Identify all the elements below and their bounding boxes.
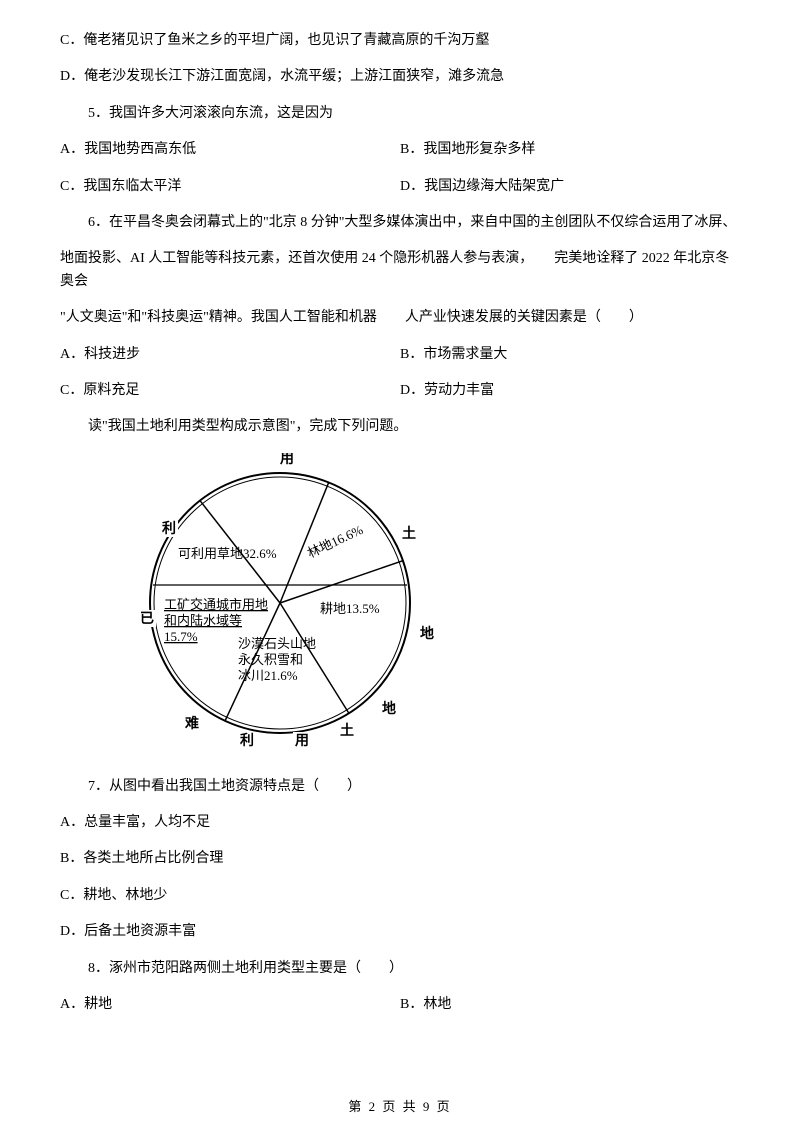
q7-option-b: B．各类土地所占比例合理 <box>60 848 740 870</box>
svg-text:已: 已 <box>140 611 154 627</box>
q6-row-cd: C．原料充足 D．劳动力丰富 <box>60 380 740 402</box>
q6-row-ab: A．科技进步 B．市场需求量大 <box>60 344 740 366</box>
pie-chart: 可利用草地32.6%林地16.6%耕地13.5%工矿交通城市用地和内陆水域等15… <box>130 453 740 758</box>
q5-option-b: B．我国地形复杂多样 <box>400 139 740 161</box>
q8-stem: 8．涿州市范阳路两侧土地利用类型主要是（ ） <box>60 958 740 980</box>
svg-text:地: 地 <box>382 700 396 717</box>
q8-row-ab: A．耕地 B．林地 <box>60 994 740 1016</box>
q6-stem-line3: "人文奥运"和"科技奥运"精神。我国人工智能和机器 人产业快速发展的关键因素是（… <box>60 307 740 329</box>
q8-option-a: A．耕地 <box>60 994 400 1016</box>
svg-text:难: 难 <box>184 715 199 732</box>
q6-stem-line2: 地面投影、AI 人工智能等科技元素，还首次使用 24 个隐形机器人参与表演， 完… <box>60 248 740 293</box>
svg-text:沙漠石头山地: 沙漠石头山地 <box>238 636 316 651</box>
q7-option-c: C．耕地、林地少 <box>60 885 740 907</box>
q6-option-b: B．市场需求量大 <box>400 344 740 366</box>
q7-option-d: D．后备土地资源丰富 <box>60 921 740 943</box>
svg-text:15.7%: 15.7% <box>164 629 198 644</box>
q7-stem: 7．从图中看出我国土地资源特点是（ ） <box>60 776 740 798</box>
chart-lead: 读"我国土地利用类型构成示意图"，完成下列问题。 <box>60 416 740 438</box>
svg-text:冰川21.6%: 冰川21.6% <box>238 668 298 683</box>
svg-text:利: 利 <box>240 732 254 749</box>
q5-option-a: A．我国地势西高东低 <box>60 139 400 161</box>
svg-text:地: 地 <box>420 625 434 642</box>
svg-text:用: 用 <box>280 453 294 467</box>
q5-option-c: C．我国东临太平洋 <box>60 176 400 198</box>
q6-option-a: A．科技进步 <box>60 344 400 366</box>
q6-option-d: D．劳动力丰富 <box>400 380 740 402</box>
q5-option-d: D．我国边缘海大陆架宽广 <box>400 176 740 198</box>
prior-option-c: C．俺老猪见识了鱼米之乡的平坦广阔，也见识了青藏高原的千沟万壑 <box>60 30 740 52</box>
q7-option-a: A．总量丰富，人均不足 <box>60 812 740 834</box>
svg-text:可利用草地32.6%: 可利用草地32.6% <box>178 546 277 561</box>
page-footer: 第 2 页 共 9 页 <box>0 1097 800 1118</box>
q5-row-ab: A．我国地势西高东低 B．我国地形复杂多样 <box>60 139 740 161</box>
q6-stem-line1: 6．在平昌冬奥会闭幕式上的"北京 8 分钟"大型多媒体演出中，来自中国的主创团队… <box>60 212 740 234</box>
q8-option-b: B．林地 <box>400 994 740 1016</box>
q5-stem: 5．我国许多大河滚滚向东流，这是因为 <box>60 103 740 125</box>
q6-option-c: C．原料充足 <box>60 380 400 402</box>
svg-text:用: 用 <box>295 733 309 749</box>
svg-text:利: 利 <box>162 520 176 537</box>
prior-option-d: D．俺老沙发现长江下游江面宽阔，水流平缓；上游江面狭窄，滩多流急 <box>60 66 740 88</box>
svg-text:土: 土 <box>340 722 354 739</box>
q5-row-cd: C．我国东临太平洋 D．我国边缘海大陆架宽广 <box>60 176 740 198</box>
svg-text:和内陆水域等: 和内陆水域等 <box>164 613 242 628</box>
svg-text:耕地13.5%: 耕地13.5% <box>320 601 380 616</box>
svg-text:永久积雪和: 永久积雪和 <box>238 652 303 667</box>
svg-text:工矿交通城市用地: 工矿交通城市用地 <box>164 597 268 612</box>
svg-text:土: 土 <box>402 525 416 542</box>
